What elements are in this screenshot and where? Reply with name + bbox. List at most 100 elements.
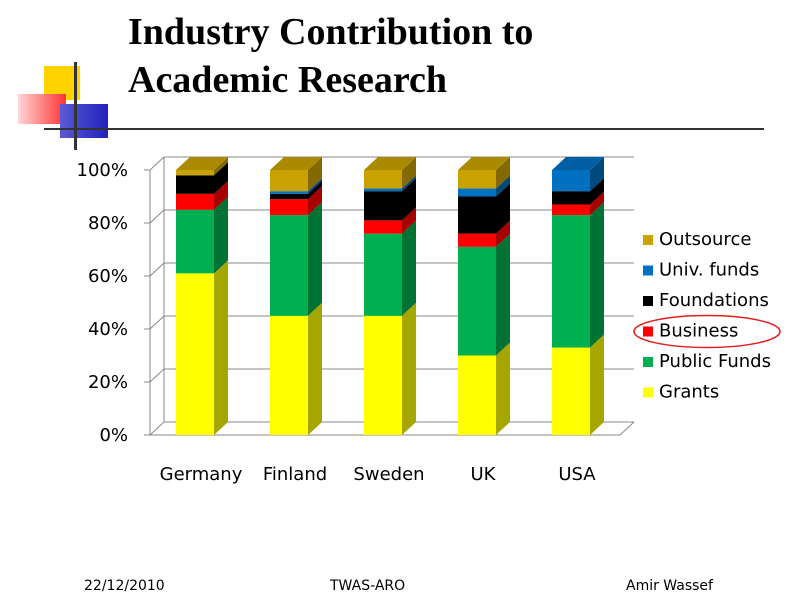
legend-swatch-foundations: [643, 296, 653, 306]
legend-swatch-public-funds: [643, 357, 653, 367]
bar-usa-public-funds: [552, 215, 590, 348]
grid-diagonal: [149, 156, 165, 171]
bar-uk-public-funds: [458, 246, 496, 356]
bar-side-finland-grants: [308, 302, 322, 435]
footer-center: TWAS-ARO: [330, 578, 406, 594]
bar-usa-foundations: [552, 191, 590, 205]
bar-usa-business: [552, 204, 590, 216]
bar-sweden-outsource: [364, 170, 402, 189]
bar-usa-univ-funds: [552, 170, 590, 192]
bar-uk-foundations: [458, 196, 496, 234]
bar-uk-grants: [458, 355, 496, 435]
bar-side-uk-univ-funds: [496, 175, 510, 197]
y-tick-label: 60%: [88, 266, 128, 287]
bar-side-sweden-univ-funds: [402, 175, 416, 192]
bar-finland-business: [270, 199, 308, 216]
decor-red-square: [18, 94, 66, 124]
bar-germany-outsource: [176, 170, 214, 176]
y-tick-label: 80%: [88, 213, 128, 234]
bar-finland-grants: [270, 315, 308, 435]
bar-side-usa-public-funds: [590, 202, 604, 348]
bar-side-usa-business: [590, 191, 604, 216]
y-tick-label: 40%: [88, 319, 128, 340]
legend-swatch-business: [643, 326, 653, 337]
bar-germany-foundations: [176, 175, 214, 194]
bar-top-uk: [458, 157, 510, 170]
bar-germany-grants: [176, 273, 214, 435]
bar-side-germany-outsource: [214, 157, 228, 176]
bar-top-usa: [552, 157, 604, 170]
x-tick-label: USA: [558, 464, 596, 485]
bar-side-usa-univ-funds: [590, 157, 604, 192]
x-tick-label: Finland: [263, 464, 327, 485]
bar-side-usa-grants: [590, 334, 604, 435]
decor-horizontal-rule: [44, 128, 764, 130]
bar-side-sweden-foundations: [402, 178, 416, 221]
bar-side-uk-foundations: [496, 183, 510, 234]
footer-author: Amir Wassef: [626, 578, 713, 594]
legend-label-outsource: Outsource: [659, 229, 751, 250]
x-tick-label: UK: [471, 464, 497, 485]
bar-side-finland-public-funds: [308, 202, 322, 316]
legend-label-foundations: Foundations: [659, 290, 769, 311]
bar-sweden-business: [364, 220, 402, 234]
legend-label-business: Business: [659, 321, 738, 342]
bar-side-finland-foundations: [308, 180, 322, 200]
bar-uk-outsource: [458, 170, 496, 189]
bar-uk-business: [458, 233, 496, 247]
y-tick-label: 100%: [77, 160, 128, 181]
bar-side-uk-outsource: [496, 157, 510, 189]
bar-side-germany-public-funds: [214, 196, 228, 274]
bar-side-sweden-business: [402, 207, 416, 234]
x-tick-label: Sweden: [353, 464, 424, 485]
decor-blue-square: [60, 104, 108, 138]
decor-vertical-rule: [74, 62, 77, 150]
bar-finland-foundations: [270, 193, 308, 200]
bar-side-uk-public-funds: [496, 233, 510, 356]
bar-side-finland-business: [308, 186, 322, 216]
bar-side-germany-grants: [214, 260, 228, 435]
bar-top-finland: [270, 157, 322, 170]
legend-label-public-funds: Public Funds: [659, 351, 771, 372]
legend-swatch-univ-funds: [643, 265, 653, 276]
bar-side-finland-univ-funds: [308, 178, 322, 194]
bar-germany-business: [176, 193, 214, 210]
legend-label-grants: Grants: [659, 382, 719, 403]
y-tick-label: 20%: [88, 372, 128, 393]
grid-diagonal: [149, 262, 165, 277]
slide-title: Industry Contribution to Academic Resear…: [128, 8, 788, 104]
bar-side-usa-foundations: [590, 178, 604, 205]
bar-side-sweden-outsource: [402, 157, 416, 189]
bar-side-germany-foundations: [214, 162, 228, 194]
bar-side-uk-grants: [496, 342, 510, 435]
legend-highlight-circle: [633, 314, 781, 349]
bar-side-sweden-public-funds: [402, 220, 416, 316]
grid-diagonal: [149, 421, 165, 436]
bar-sweden-grants: [364, 315, 402, 435]
bar-uk-univ-funds: [458, 188, 496, 197]
floor-edge: [619, 421, 635, 436]
legend-swatch-grants: [643, 387, 653, 398]
bar-sweden-univ-funds: [364, 188, 402, 192]
bar-side-finland-outsource: [308, 157, 322, 192]
footer-date: 22/12/2010: [84, 578, 165, 594]
legend-swatch-outsource: [643, 235, 653, 245]
bar-sweden-foundations: [364, 191, 402, 221]
bar-finland-public-funds: [270, 215, 308, 316]
bar-finland-univ-funds: [270, 191, 308, 194]
bar-germany-public-funds: [176, 209, 214, 274]
grid-diagonal: [149, 368, 165, 383]
bar-top-germany: [176, 157, 228, 170]
x-tick-label: Germany: [160, 464, 243, 485]
bar-usa-grants: [552, 347, 590, 435]
grid-diagonal: [149, 315, 165, 330]
y-tick-label: 0%: [99, 425, 128, 446]
bar-sweden-public-funds: [364, 233, 402, 316]
slide-title-line-2: Academic Research: [128, 59, 448, 101]
grid-diagonal: [149, 209, 165, 224]
bar-finland-outsource: [270, 170, 308, 192]
bar-side-germany-business: [214, 180, 228, 210]
bar-side-uk-business: [496, 220, 510, 247]
